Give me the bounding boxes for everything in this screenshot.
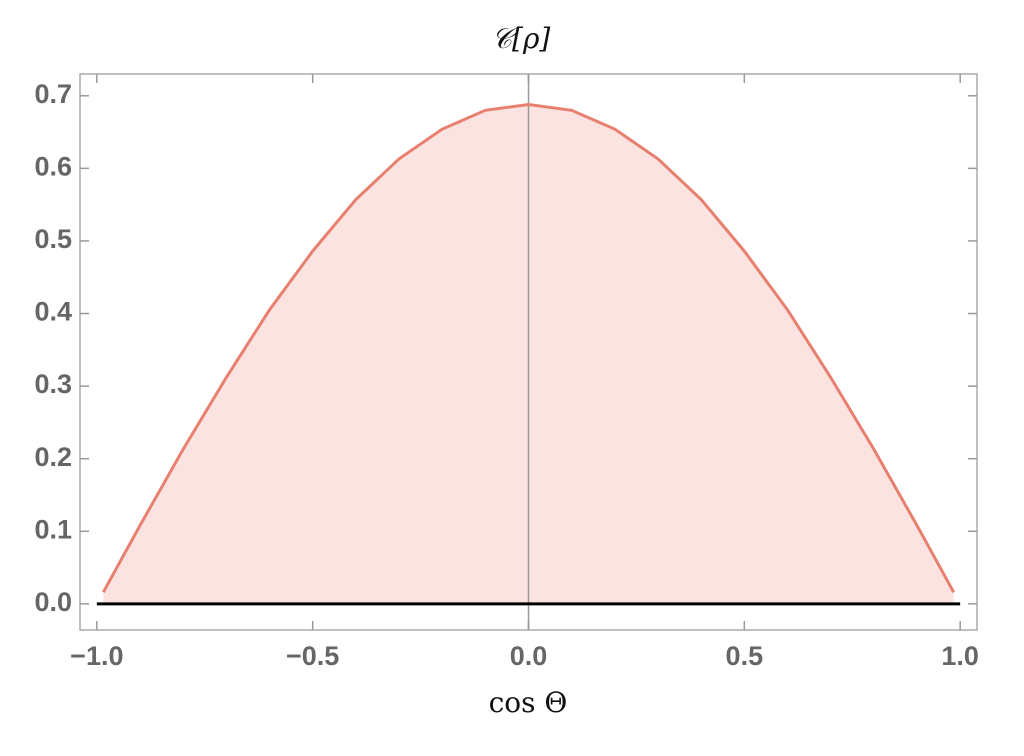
x-tick-label: 1.0 <box>941 641 979 671</box>
line <box>101 102 956 593</box>
y-tick-label: 0.2 <box>34 442 72 472</box>
x-tick-label: −1.0 <box>70 641 123 671</box>
y-tick-label: 0.0 <box>34 587 72 617</box>
x-axis-label: cos Θ <box>489 686 568 719</box>
y-tick-label: 0.4 <box>34 297 72 327</box>
y-tick-label: 0.7 <box>34 79 72 109</box>
y-tick-label: 0.3 <box>34 369 72 399</box>
y-tick-label: 0.6 <box>34 151 72 181</box>
x-tick-label: 0.5 <box>726 641 764 671</box>
x-tick-label: −0.5 <box>286 641 339 671</box>
y-tick-label: 0.5 <box>34 224 72 254</box>
chart-title: 𝒞[ρ] <box>492 22 551 55</box>
x-tick-label: 0.0 <box>510 641 548 671</box>
y-tick-label: 0.1 <box>34 514 72 544</box>
